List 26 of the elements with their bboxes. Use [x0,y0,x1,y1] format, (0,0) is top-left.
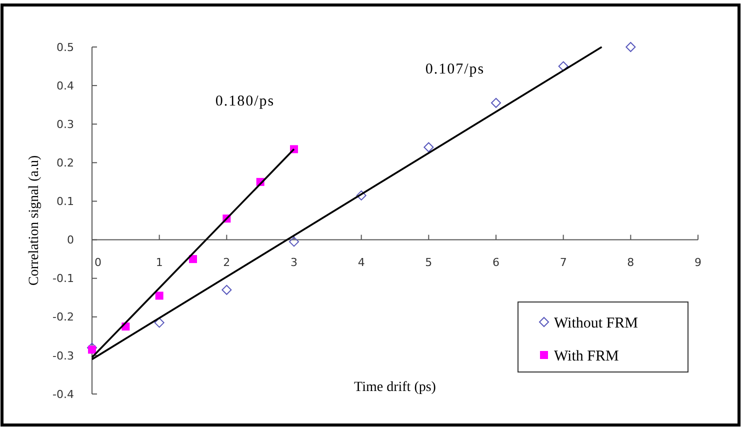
x-axis-title: Time drift (ps) [354,380,436,395]
y-tick-label: -0.4 [52,388,74,401]
y-tick-label: -0.3 [52,349,74,362]
y-tick-label: 0 [67,234,74,247]
y-tick-label: 0.3 [56,118,74,131]
x-tick-label: 2 [223,256,230,269]
annotation: 0.180/ps [215,93,275,110]
x-tick-label: 0 [94,256,102,269]
y-tick-label: -0.2 [52,310,74,324]
x-tick-label: 1 [156,256,163,269]
x-tick-label: 5 [425,256,432,269]
y-tick-label: 0.1 [56,195,74,208]
y-tick-label: 0.4 [56,79,74,92]
x-tick-label: 4 [358,256,365,269]
x-tick-label: 8 [627,256,634,269]
y-tick-label: 0.2 [56,156,74,170]
annotation: 0.107/ps [425,61,485,78]
y-tick-label: -0.1 [52,272,74,286]
x-tick-label: 7 [560,256,567,269]
legend-label: With FRM [554,348,619,364]
x-tick-label: 6 [492,256,500,269]
legend-label: Without FRM [554,315,638,332]
x-tick-label: 3 [290,256,298,269]
y-tick-label: 0.5 [56,40,74,54]
x-tick-label: 9 [694,256,702,269]
y-axis-title: Correlation signal (a.u) [27,155,42,286]
